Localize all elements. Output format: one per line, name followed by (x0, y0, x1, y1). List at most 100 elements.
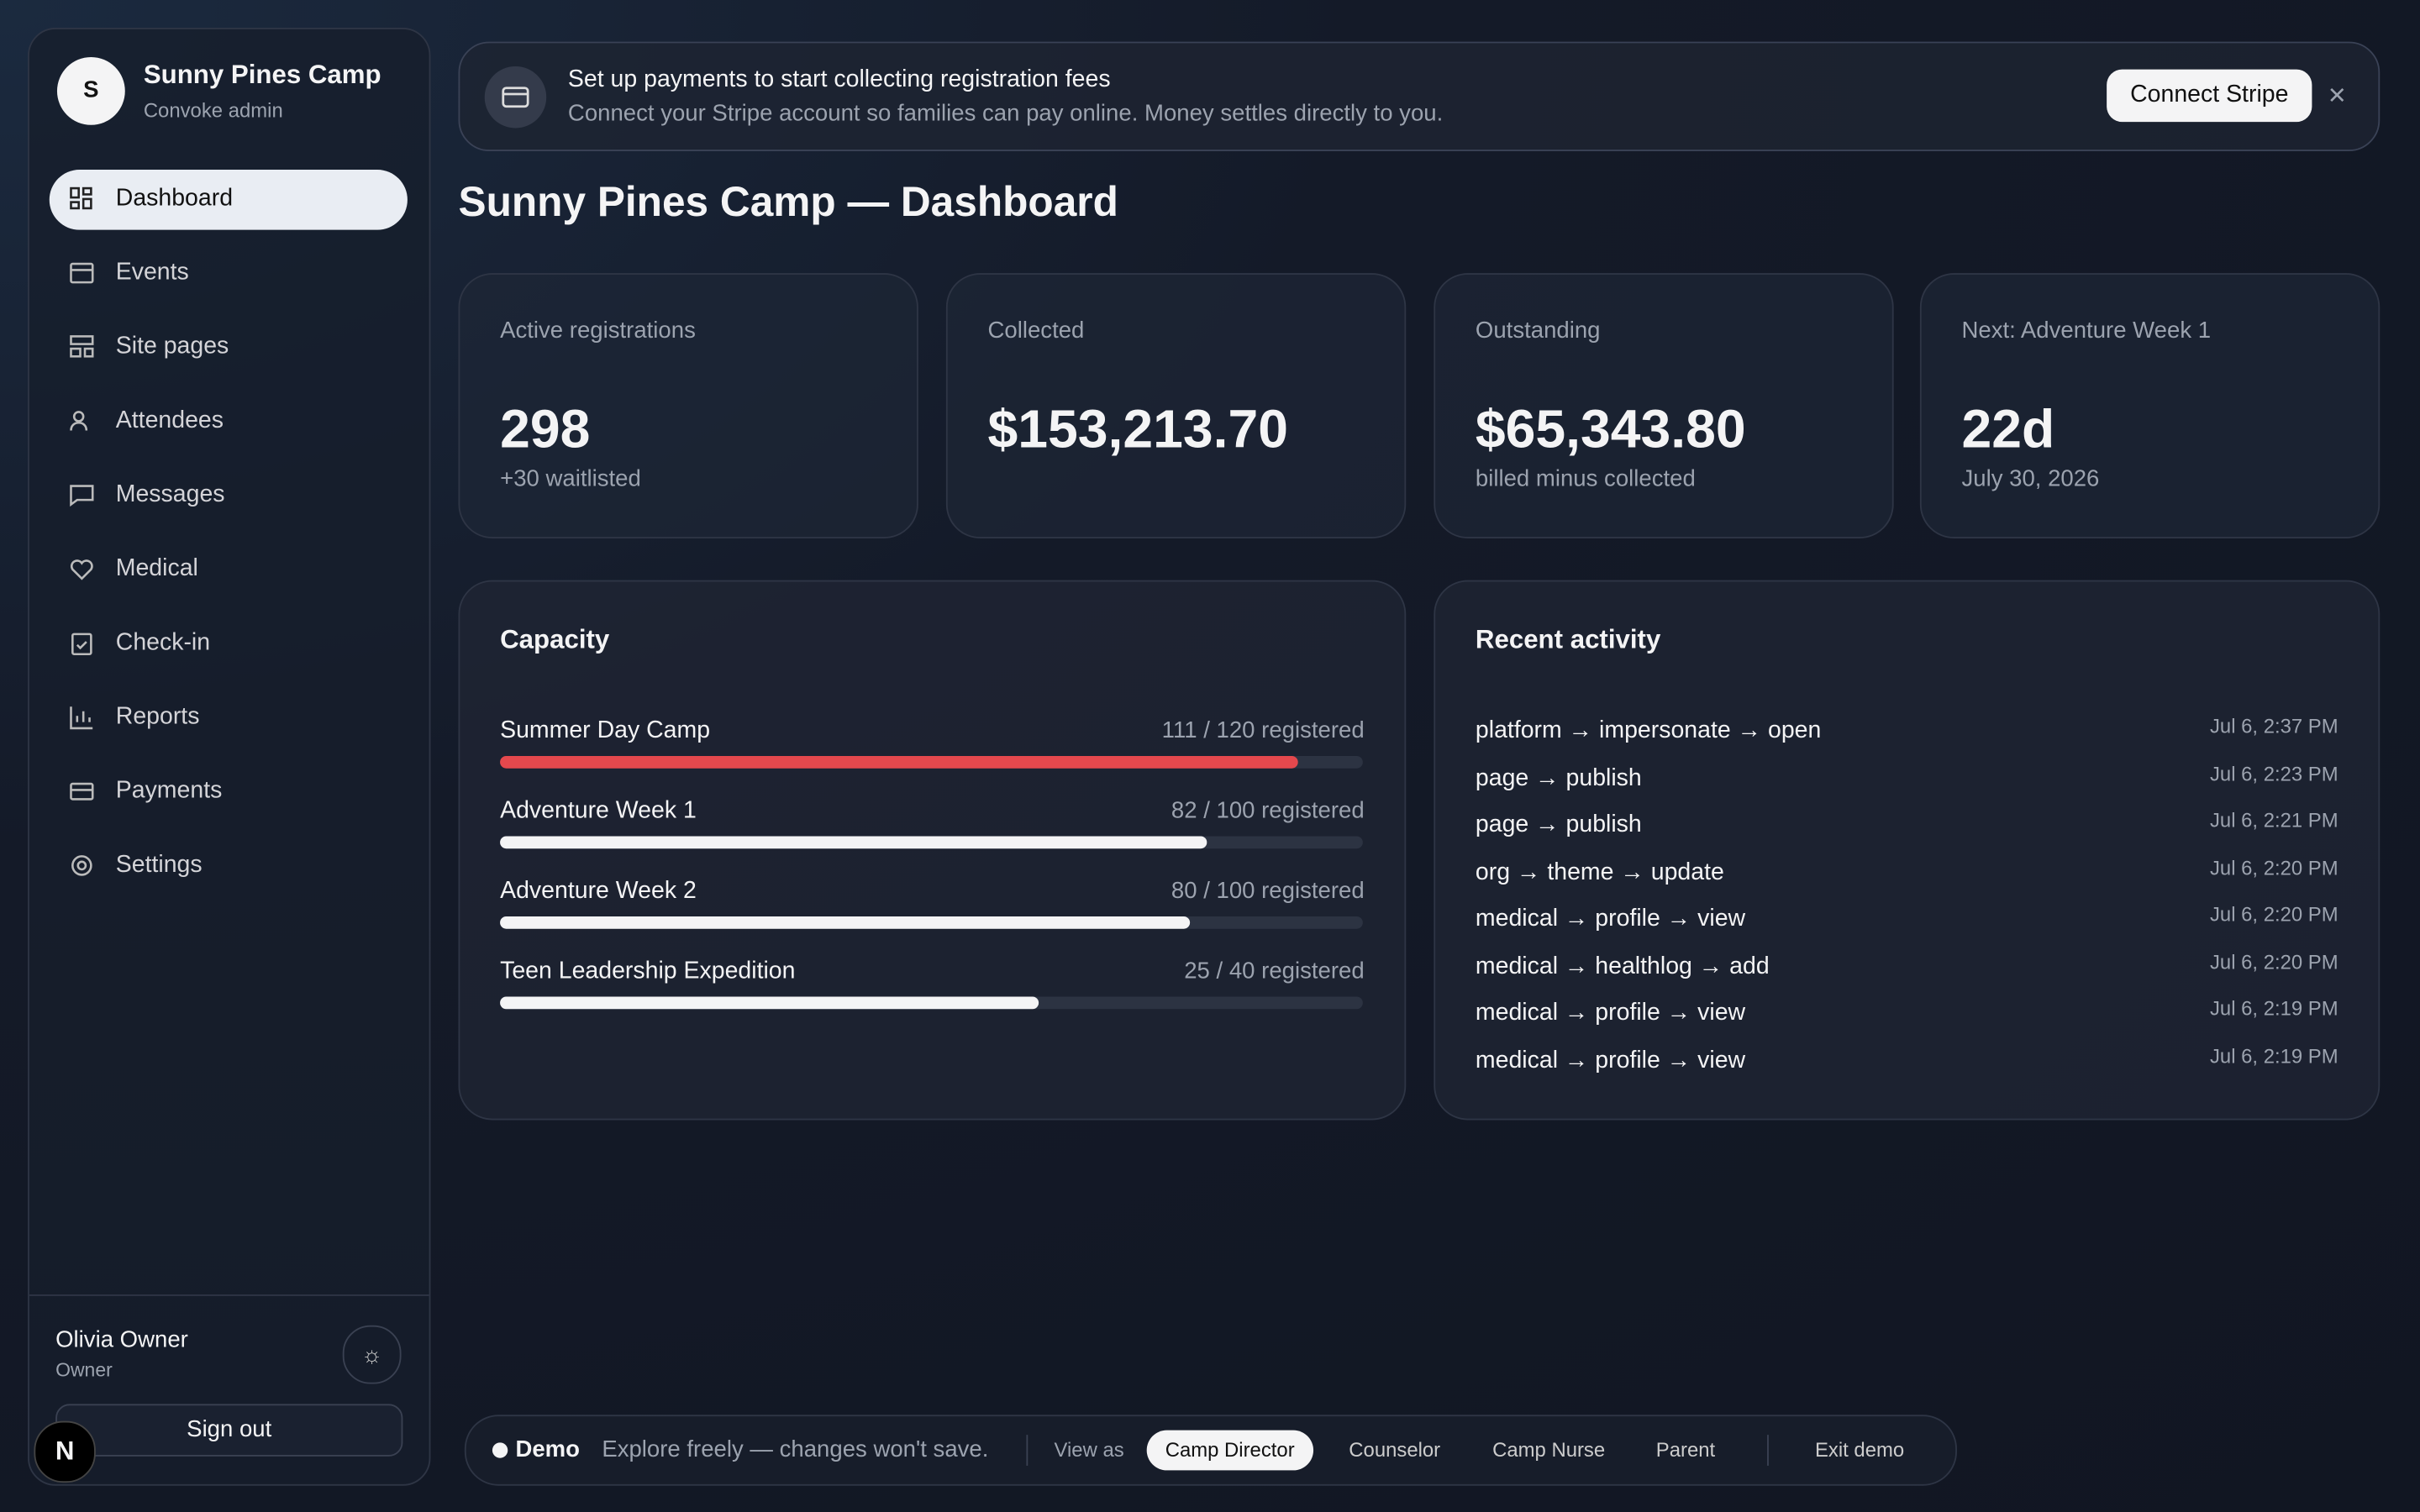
demo-dot (492, 1442, 508, 1458)
capacity-track (500, 755, 1363, 769)
activity-text: page → publish (1475, 764, 1642, 791)
nav-item[interactable]: Messages (50, 466, 408, 527)
demo-text: Explore freely — changes won't save. (602, 1436, 989, 1463)
activity-time: Jul 6, 2:19 PM (2209, 996, 2338, 1021)
event-count: 111 / 120 registered (1161, 717, 1365, 744)
nav-item[interactable]: Events (50, 244, 408, 304)
exit-demo-button[interactable]: Exit demo (1814, 1437, 1905, 1462)
event-name: Adventure Week 2 (500, 878, 697, 905)
view-as-label: View as (1054, 1437, 1124, 1462)
nav-label[interactable]: Messages (115, 481, 225, 508)
card-icon (484, 66, 547, 129)
org-role: Convoke admin (143, 98, 283, 123)
banner-text: Connect your Stripe account so families … (567, 100, 1444, 127)
activity-text: platform → impersonate → open (1475, 717, 1822, 744)
event-name: Teen Leadership Expedition (500, 958, 796, 984)
activity-text: org → theme → update (1475, 858, 1724, 885)
activity-time: Jul 6, 2:21 PM (2209, 808, 2338, 832)
role-option[interactable]: Parent (1655, 1437, 1716, 1462)
capacity-bar (500, 916, 1191, 929)
capacity-track (500, 836, 1363, 849)
page-title: Sunny Pines Camp — Dashboard (458, 179, 1118, 226)
stat-label: Next: Adventure Week 1 (1961, 318, 2212, 344)
activity-text: medical → healthlog → add (1475, 953, 1770, 979)
role-option[interactable]: Camp Nurse (1492, 1437, 1606, 1462)
nav-label[interactable]: Events (115, 259, 189, 286)
event-count: 82 / 100 registered (1171, 797, 1365, 824)
connect-stripe-button[interactable]: Connect Stripe (2107, 69, 2312, 123)
event-name: Summer Day Camp (500, 717, 711, 744)
activity-time: Jul 6, 2:37 PM (2209, 714, 2338, 738)
stat-card: Active registrations 298 +30 waitlisted (458, 273, 918, 539)
stat-value: 22d (1961, 399, 2055, 460)
nav-item[interactable]: Site pages (50, 318, 408, 378)
capacity-track (500, 996, 1363, 1010)
capacity-track (500, 916, 1363, 929)
event-count: 25 / 40 registered (1184, 958, 1365, 984)
nav-label[interactable]: Attendees (115, 407, 224, 434)
nav-label[interactable]: Payments (115, 777, 223, 804)
event-name: Adventure Week 1 (500, 797, 697, 824)
close-button[interactable]: ✕ (2327, 83, 2347, 110)
divider (1767, 1435, 1769, 1466)
nav-label[interactable]: Reports (115, 703, 200, 730)
stat-card: Next: Adventure Week 1 22d July 30, 2026 (1919, 273, 2381, 539)
stat-card: Collected $153,213.70 (945, 273, 1407, 539)
nav-label[interactable]: Settings (115, 851, 203, 879)
nav-item[interactable]: Attendees (50, 392, 408, 453)
stat-note: July 30, 2026 (1961, 465, 2100, 492)
activity-time: Jul 6, 2:19 PM (2209, 1043, 2338, 1068)
demo-label: Demo (515, 1436, 581, 1463)
theme-toggle[interactable]: ☼ (342, 1325, 402, 1384)
org-name: Sunny Pines Camp (143, 60, 381, 90)
capacity-bar (500, 836, 1208, 849)
event-count: 80 / 100 registered (1171, 878, 1365, 905)
banner-title: Set up payments to start collecting regi… (567, 66, 1111, 93)
activity-time: Jul 6, 2:20 PM (2209, 949, 2338, 974)
stat-value: $65,343.80 (1475, 399, 1746, 460)
stat-note: +30 waitlisted (500, 465, 641, 492)
nav-item[interactable]: Check-in (50, 614, 408, 675)
divider (1026, 1435, 1028, 1466)
panel-title: Recent activity (1475, 624, 1661, 654)
capacity-bar (500, 755, 1298, 769)
activity-text: medical → profile → view (1475, 906, 1746, 932)
demo-bar: Demo Explore freely — changes won't save… (464, 1415, 1957, 1486)
nav-item[interactable]: Dashboard (49, 170, 408, 230)
activity-panel: Recent activity platform → impersonate →… (1434, 580, 2381, 1121)
stat-label: Outstanding (1475, 318, 1601, 344)
badge: N (34, 1420, 96, 1483)
nav-item[interactable]: Settings (50, 837, 408, 897)
stat-label: Collected (987, 318, 1085, 344)
activity-text: medical → profile → view (1475, 1047, 1746, 1074)
stat-label: Active registrations (500, 318, 696, 344)
user-name: Olivia Owner (55, 1326, 188, 1353)
nav-label[interactable]: Dashboard (115, 185, 234, 212)
nav-label[interactable]: Medical (115, 555, 198, 582)
nav-item[interactable]: Payments (50, 762, 408, 822)
activity-time: Jul 6, 2:20 PM (2209, 855, 2338, 879)
sidebar: S Sunny Pines Camp Convoke admin Olivia … (28, 28, 431, 1486)
stat-card: Outstanding $65,343.80 billed minus collec… (1434, 273, 1894, 539)
nav-label[interactable]: Check-in (115, 629, 211, 656)
user-role: Owner (55, 1359, 113, 1381)
role-option[interactable]: Counselor (1349, 1437, 1441, 1462)
nav-item[interactable]: Medical (50, 540, 408, 601)
sign-out-button[interactable]: Sign out (55, 1404, 403, 1457)
role-option[interactable]: Camp Director (1146, 1430, 1313, 1471)
nav-item[interactable]: Reports (50, 688, 408, 748)
stat-value: 298 (500, 399, 591, 460)
stat-value: $153,213.70 (987, 399, 1289, 460)
capacity-bar (500, 996, 1039, 1010)
activity-time: Jul 6, 2:20 PM (2209, 902, 2338, 927)
stat-note: billed minus collected (1475, 465, 1696, 492)
capacity-panel: Capacity Summer Day Camp 111 / 120 regist… (458, 580, 1407, 1121)
activity-time: Jul 6, 2:23 PM (2209, 761, 2338, 785)
payment-banner: Set up payments to start collecting regi… (458, 41, 2381, 151)
avatar: S (56, 56, 125, 125)
nav-label[interactable]: Site pages (115, 333, 229, 360)
activity-text: page → publish (1475, 811, 1642, 838)
panel-title: Capacity (500, 624, 610, 654)
divider (29, 1294, 429, 1296)
